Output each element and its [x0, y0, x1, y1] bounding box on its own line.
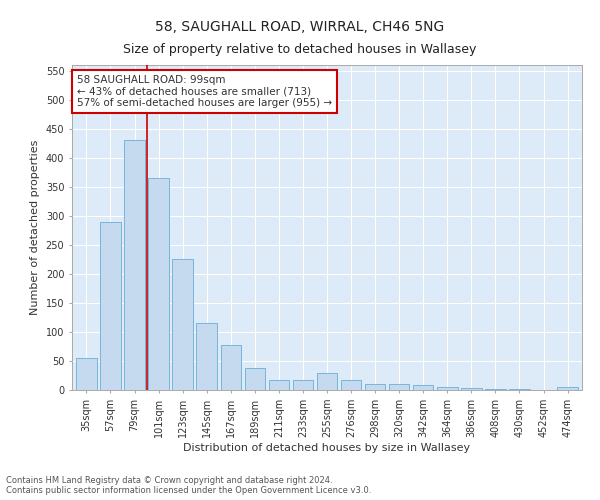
Bar	[317, 372, 337, 390]
Bar	[341, 380, 361, 390]
Bar	[124, 140, 145, 390]
Bar	[269, 380, 289, 390]
Bar	[557, 387, 578, 390]
Text: 58 SAUGHALL ROAD: 99sqm
← 43% of detached houses are smaller (713)
57% of semi-d: 58 SAUGHALL ROAD: 99sqm ← 43% of detache…	[77, 74, 332, 108]
Text: Contains HM Land Registry data © Crown copyright and database right 2024.
Contai: Contains HM Land Registry data © Crown c…	[6, 476, 371, 495]
Bar	[365, 384, 385, 390]
X-axis label: Distribution of detached houses by size in Wallasey: Distribution of detached houses by size …	[184, 442, 470, 452]
Bar	[100, 222, 121, 390]
Y-axis label: Number of detached properties: Number of detached properties	[30, 140, 40, 315]
Bar	[196, 324, 217, 390]
Bar	[461, 388, 482, 390]
Text: 58, SAUGHALL ROAD, WIRRAL, CH46 5NG: 58, SAUGHALL ROAD, WIRRAL, CH46 5NG	[155, 20, 445, 34]
Bar	[245, 368, 265, 390]
Text: Size of property relative to detached houses in Wallasey: Size of property relative to detached ho…	[124, 42, 476, 56]
Bar	[172, 260, 193, 390]
Bar	[437, 387, 458, 390]
Bar	[413, 386, 433, 390]
Bar	[148, 178, 169, 390]
Bar	[221, 346, 241, 390]
Bar	[76, 358, 97, 390]
Bar	[485, 389, 506, 390]
Bar	[293, 380, 313, 390]
Bar	[389, 384, 409, 390]
